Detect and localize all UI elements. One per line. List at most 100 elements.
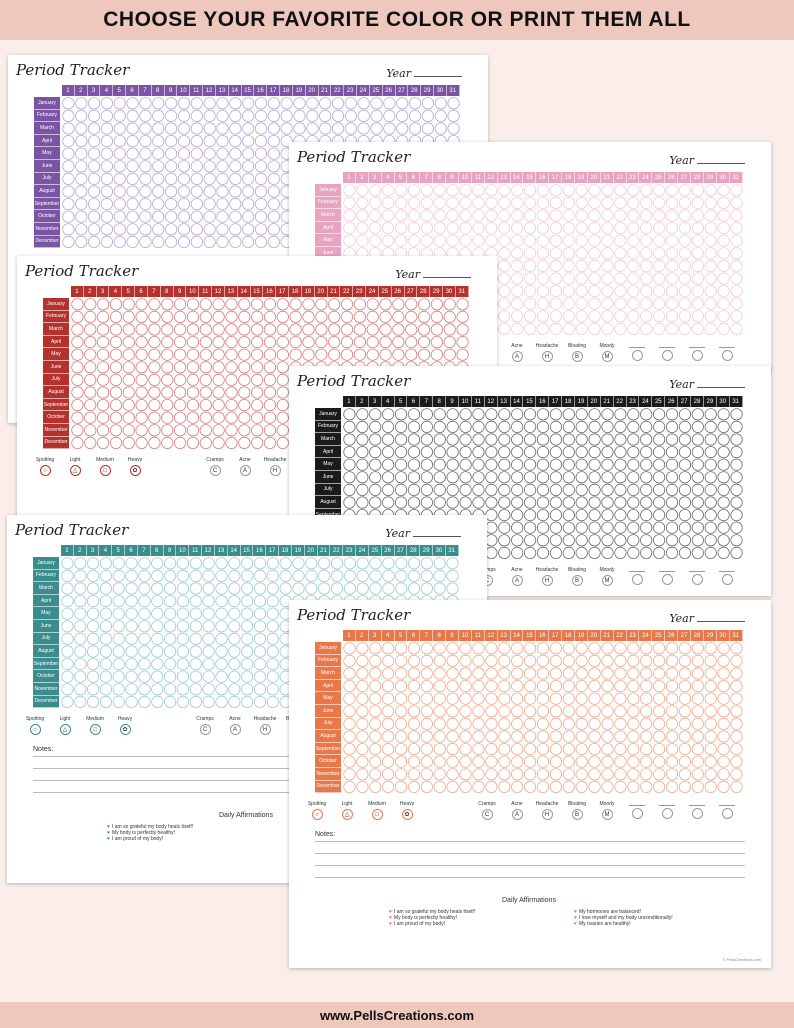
day-circle[interactable] xyxy=(536,221,550,235)
day-circle[interactable] xyxy=(601,209,614,222)
day-circle[interactable] xyxy=(523,780,537,793)
day-circle[interactable] xyxy=(459,420,472,433)
day-circle[interactable] xyxy=(549,483,563,497)
day-circle[interactable] xyxy=(485,730,498,743)
day-circle[interactable] xyxy=(653,509,666,522)
day-circle[interactable] xyxy=(730,705,743,718)
day-circle[interactable] xyxy=(61,569,74,582)
day-circle[interactable] xyxy=(443,348,456,361)
day-circle[interactable] xyxy=(498,259,511,273)
day-circle[interactable] xyxy=(84,361,97,374)
day-circle[interactable] xyxy=(263,348,277,361)
day-circle[interactable] xyxy=(99,620,113,633)
day-circle[interactable] xyxy=(138,658,151,671)
day-circle[interactable] xyxy=(174,310,187,323)
day-circle[interactable] xyxy=(678,642,692,655)
day-circle[interactable] xyxy=(549,730,563,743)
day-circle[interactable] xyxy=(511,196,524,209)
day-circle[interactable] xyxy=(75,134,88,148)
day-circle[interactable] xyxy=(148,310,161,323)
day-circle[interactable] xyxy=(379,298,392,311)
day-circle[interactable] xyxy=(549,705,563,718)
day-circle[interactable] xyxy=(215,557,228,570)
day-circle[interactable] xyxy=(665,209,679,222)
day-circle[interactable] xyxy=(536,247,550,260)
day-circle[interactable] xyxy=(100,210,114,223)
day-circle[interactable] xyxy=(640,322,653,335)
day-circle[interactable] xyxy=(280,122,293,135)
day-circle[interactable] xyxy=(126,172,139,186)
day-circle[interactable] xyxy=(266,582,279,595)
day-circle[interactable] xyxy=(135,348,148,361)
day-circle[interactable] xyxy=(254,210,268,223)
day-circle[interactable] xyxy=(717,654,730,667)
day-circle[interactable] xyxy=(62,147,75,160)
day-circle[interactable] xyxy=(176,645,190,658)
day-circle[interactable] xyxy=(536,458,550,471)
day-circle[interactable] xyxy=(498,705,511,718)
day-circle[interactable] xyxy=(704,509,717,522)
day-circle[interactable] xyxy=(276,335,289,349)
day-circle[interactable] xyxy=(383,122,396,135)
day-circle[interactable] xyxy=(263,373,277,387)
day-circle[interactable] xyxy=(369,184,382,197)
day-circle[interactable] xyxy=(433,654,446,667)
day-circle[interactable] xyxy=(691,445,704,459)
day-circle[interactable] xyxy=(148,335,161,349)
day-circle[interactable] xyxy=(161,310,174,323)
day-circle[interactable] xyxy=(704,458,717,471)
day-circle[interactable] xyxy=(420,557,434,570)
day-circle[interactable] xyxy=(189,683,202,696)
day-circle[interactable] xyxy=(717,692,730,705)
day-circle[interactable] xyxy=(241,683,254,696)
day-circle[interactable] xyxy=(730,184,743,197)
day-circle[interactable] xyxy=(536,297,550,310)
day-circle[interactable] xyxy=(366,335,379,349)
day-circle[interactable] xyxy=(485,755,498,768)
day-circle[interactable] xyxy=(588,743,601,756)
day-circle[interactable] xyxy=(408,122,422,135)
day-circle[interactable] xyxy=(678,184,692,197)
day-circle[interactable] xyxy=(588,509,601,522)
day-circle[interactable] xyxy=(420,458,433,471)
day-circle[interactable] xyxy=(254,172,268,186)
day-circle[interactable] xyxy=(165,147,178,160)
day-circle[interactable] xyxy=(420,730,433,743)
day-circle[interactable] xyxy=(498,768,511,781)
day-circle[interactable] xyxy=(614,521,627,534)
day-circle[interactable] xyxy=(498,509,511,522)
day-circle[interactable] xyxy=(575,521,588,534)
day-circle[interactable] xyxy=(614,483,627,497)
day-circle[interactable] xyxy=(254,185,268,198)
day-circle[interactable] xyxy=(730,247,743,260)
day-circle[interactable] xyxy=(614,196,627,209)
day-circle[interactable] xyxy=(691,209,704,222)
day-circle[interactable] xyxy=(112,557,125,570)
day-circle[interactable] xyxy=(369,458,382,471)
day-circle[interactable] xyxy=(485,445,498,459)
day-circle[interactable] xyxy=(536,654,550,667)
day-circle[interactable] xyxy=(730,743,743,756)
day-circle[interactable] xyxy=(126,160,139,173)
day-circle[interactable] xyxy=(678,259,692,273)
day-circle[interactable] xyxy=(343,582,356,595)
day-circle[interactable] xyxy=(653,654,666,667)
day-circle[interactable] xyxy=(74,632,87,646)
day-circle[interactable] xyxy=(575,768,588,781)
day-circle[interactable] xyxy=(139,134,152,148)
day-circle[interactable] xyxy=(394,433,408,446)
day-circle[interactable] xyxy=(356,184,369,197)
year-line[interactable] xyxy=(697,621,745,622)
day-circle[interactable] xyxy=(176,683,190,696)
day-circle[interactable] xyxy=(382,496,395,509)
day-circle[interactable] xyxy=(266,569,279,582)
day-circle[interactable] xyxy=(407,557,421,570)
day-circle[interactable] xyxy=(523,483,537,497)
day-circle[interactable] xyxy=(241,582,254,595)
day-circle[interactable] xyxy=(433,445,446,459)
day-circle[interactable] xyxy=(276,399,289,412)
day-circle[interactable] xyxy=(215,683,228,696)
day-circle[interactable] xyxy=(730,445,743,459)
day-circle[interactable] xyxy=(562,445,575,459)
day-circle[interactable] xyxy=(640,780,653,793)
